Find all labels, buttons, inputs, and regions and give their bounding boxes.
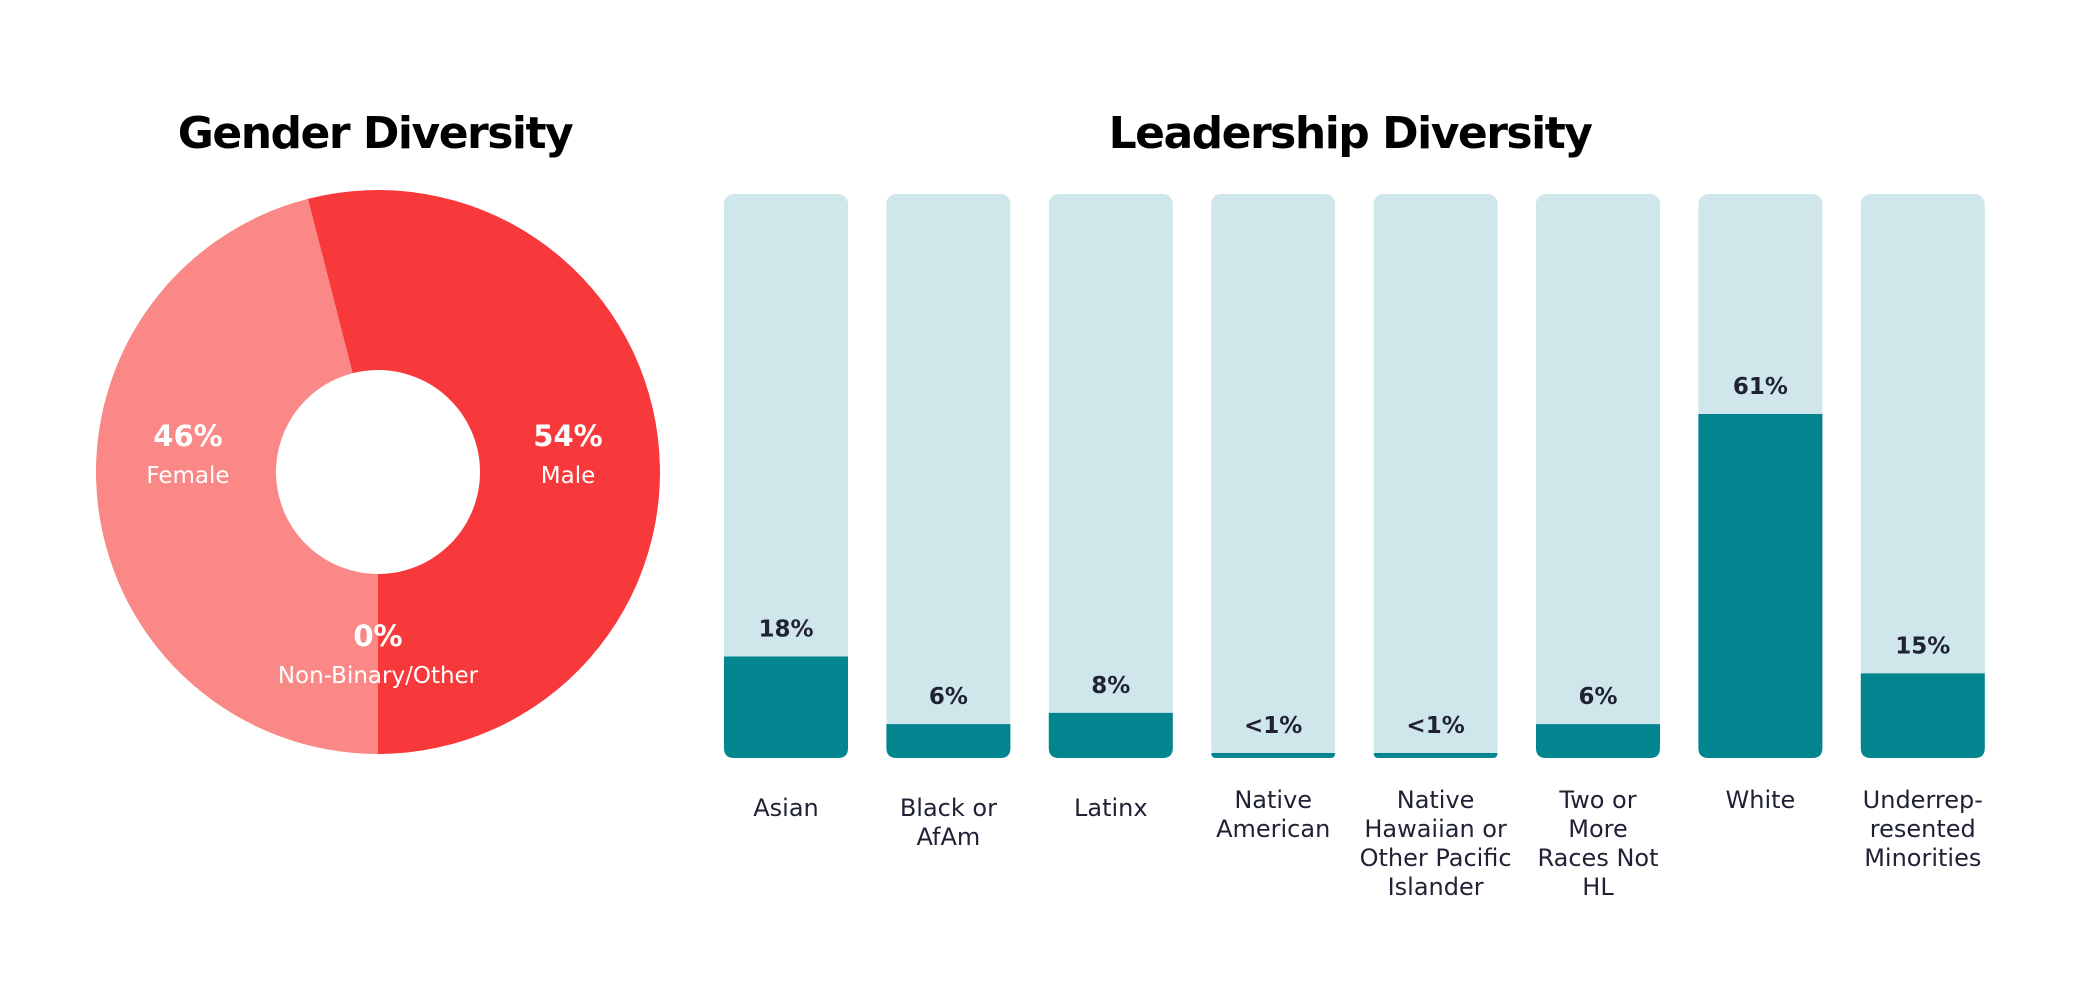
bar-track	[724, 194, 848, 758]
donut-category-label: Male	[541, 463, 595, 489]
gender-donut-chart: 54% Male 46% Female 0% Non-Binary/Other	[96, 189, 661, 754]
donut-slice-female	[96, 198, 378, 754]
bar-value-label: <1%	[1244, 713, 1302, 739]
bar-track	[1048, 194, 1173, 758]
bar-group: 6% Black or AfAm	[886, 194, 1011, 851]
bar-category-label: Asian	[753, 794, 819, 822]
bar-category-label: Underrep-resented Minorities	[1863, 786, 1983, 872]
bar-track	[886, 194, 1011, 758]
bar-value-label: 18%	[758, 616, 813, 642]
donut-label-female: 46% Female	[146, 419, 229, 489]
bar-group: <1% Native Hawaiian or Other Pacific Islande…	[1360, 194, 1512, 901]
bar-group: 61% White	[1698, 194, 1823, 814]
bar-fill	[724, 656, 848, 758]
bar-track	[1860, 194, 1985, 758]
leadership-chart-title: Leadership Diversity	[1108, 108, 1593, 159]
bar-fill	[1048, 712, 1173, 758]
bar-category-label: Two or More Races Not HL	[1538, 786, 1659, 901]
donut-label-non-binary-other: 0% Non-Binary/Other	[278, 619, 479, 689]
donut-category-label: Female	[146, 463, 229, 489]
donut-category-label: Non-Binary/Other	[278, 663, 479, 689]
bar-category-label: White	[1726, 786, 1796, 814]
bar-category-label: Native Hawaiian or Other Pacific Islander	[1360, 786, 1512, 901]
bar-track	[1373, 194, 1498, 758]
bar-group: 8% Latinx	[1048, 194, 1173, 822]
bar-fill	[1211, 753, 1336, 758]
bar-fill	[886, 724, 1011, 758]
bar-fill	[1373, 753, 1498, 758]
donut-value-label: 0%	[353, 619, 402, 653]
bar-fill	[1698, 413, 1823, 758]
bar-group: <1% Native American	[1211, 194, 1336, 843]
bar-track	[1536, 194, 1660, 758]
donut-value-label: 46%	[153, 419, 222, 453]
bar-value-label: 15%	[1895, 633, 1950, 659]
bar-category-label: Native American	[1216, 786, 1330, 843]
bar-value-label: 8%	[1091, 673, 1130, 699]
bar-group: 18% Asian	[724, 194, 848, 822]
bar-value-label: 61%	[1733, 374, 1788, 400]
bar-group: 15% Underrep-resented Minorities	[1860, 194, 1985, 872]
donut-label-male: 54% Male	[533, 419, 602, 489]
bar-fill	[1536, 724, 1660, 758]
bar-value-label: 6%	[929, 684, 968, 710]
bar-value-label: <1%	[1406, 713, 1464, 739]
bar-value-label: 6%	[1578, 684, 1617, 710]
donut-slice-male	[307, 189, 661, 754]
gender-chart-title: Gender Diversity	[177, 108, 574, 159]
bar-group: 6% Two or More Races Not HL	[1536, 194, 1660, 901]
donut-value-label: 54%	[533, 419, 602, 453]
bar-track	[1211, 194, 1336, 758]
bar-category-label: Black or AfAm	[900, 794, 997, 851]
bar-category-label: Latinx	[1074, 794, 1148, 822]
bar-fill	[1860, 673, 1985, 758]
